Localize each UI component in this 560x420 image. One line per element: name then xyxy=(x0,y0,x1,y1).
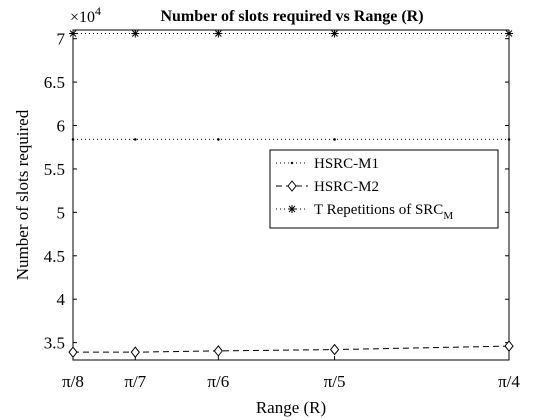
y-tick-label: 6 xyxy=(57,117,66,136)
y-tick-label: 7 xyxy=(57,30,66,49)
data-point-hsrc-m1 xyxy=(133,138,137,141)
legend-label-t-repetitions: T Repetitions of SRCM xyxy=(314,202,453,222)
data-point-t-repetitions xyxy=(131,29,140,38)
legend-label-hsrc-m2: HSRC-M2 xyxy=(314,179,379,195)
y-tick-label: 6.5 xyxy=(44,73,65,92)
chart-title: Number of slots required vs Range (R) xyxy=(160,8,423,25)
data-point-t-repetitions xyxy=(330,29,339,38)
x-tick-label: π/5 xyxy=(324,372,346,391)
x-axis-label: Range (R) xyxy=(256,398,326,417)
data-point-hsrc-m2 xyxy=(68,346,78,358)
legend-marker-hsrc-m2 xyxy=(287,180,297,192)
data-point-hsrc-m1 xyxy=(217,138,220,141)
data-point-t-repetitions xyxy=(69,29,77,38)
legend: HSRC-M1 HSRC-M2 T Repetitions of SRCM xyxy=(269,149,499,229)
y-axis-multiplier: ×104 xyxy=(70,4,101,26)
data-point-hsrc-m1 xyxy=(507,138,511,141)
y-tick-label: 3.5 xyxy=(44,334,65,353)
y-axis-label: Number of slots required xyxy=(13,109,32,280)
data-point-hsrc-m2 xyxy=(504,340,514,352)
data-point-hsrc-m2 xyxy=(329,343,340,356)
data-point-hsrc-m2 xyxy=(213,345,223,357)
y-tick-label: 4.5 xyxy=(44,247,65,266)
data-point-t-repetitions xyxy=(214,29,223,38)
y-tick-label: 5.5 xyxy=(44,160,65,179)
legend-label-hsrc-m1: HSRC-M1 xyxy=(314,156,379,172)
legend-box xyxy=(269,149,499,229)
x-tick-label: π/6 xyxy=(207,372,229,391)
data-point-hsrc-m2 xyxy=(130,346,140,358)
legend-marker-t-repetitions xyxy=(288,205,296,213)
y-tick-label: 4 xyxy=(57,290,66,309)
data-point-hsrc-m1 xyxy=(71,138,75,141)
x-tick-label: π/4 xyxy=(498,372,520,391)
legend-marker-hsrc-m1 xyxy=(290,161,294,165)
data-point-hsrc-m1 xyxy=(333,138,336,141)
y-tick-label: 5 xyxy=(57,203,66,222)
data-point-t-repetitions xyxy=(505,29,513,38)
x-tick-label: π/8 xyxy=(62,372,84,391)
x-tick-label: π/7 xyxy=(124,372,146,391)
